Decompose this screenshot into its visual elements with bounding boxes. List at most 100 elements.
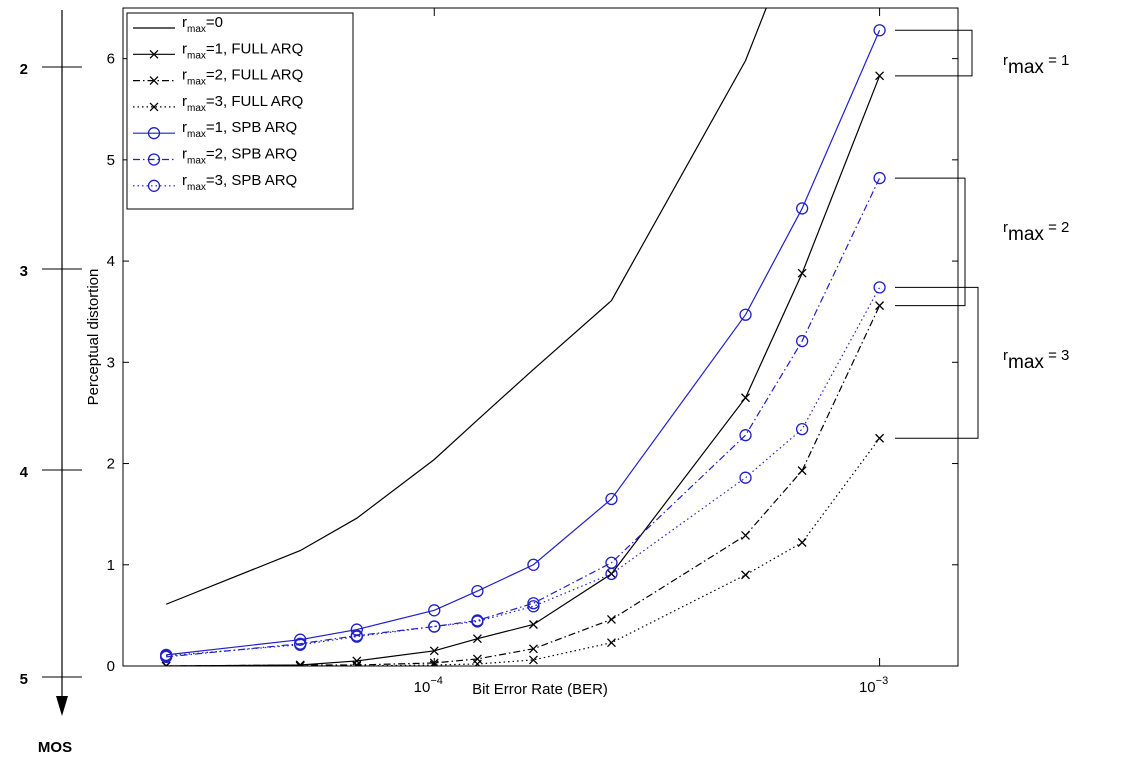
x-tick-label: 10−3 (859, 675, 888, 696)
legend-box (126, 12, 354, 210)
legend-label: rmax=3, FULL ARQ (182, 93, 303, 114)
legend-rest: =2, SPB ARQ (206, 146, 297, 163)
legend-sub: max (187, 103, 206, 114)
marker (875, 433, 885, 443)
y-tick-label: 1 (107, 557, 115, 574)
marker (873, 281, 886, 294)
legend-base: r (182, 14, 187, 31)
marker (352, 660, 362, 666)
legend-rest: =2, FULL ARQ (206, 67, 303, 84)
y-tick-label: 0 (107, 658, 115, 675)
marker (795, 422, 809, 436)
legend-sub: max (187, 182, 206, 193)
y-tick-label: 5 (107, 152, 115, 169)
x-tick-exp: −3 (876, 675, 889, 687)
legend-base: r (182, 119, 187, 136)
marker (741, 393, 750, 403)
marker (429, 646, 439, 656)
marker (295, 660, 305, 666)
legend-rest: =1, FULL ARQ (206, 40, 303, 57)
legend-base: r (182, 40, 187, 57)
legend-label: rmax=2, SPB ARQ (182, 146, 297, 167)
mos-tick-label: 2 (20, 61, 28, 78)
legend-label: rmax=1, FULL ARQ (182, 40, 303, 61)
legend-rest: =1, SPB ARQ (206, 119, 297, 136)
y-tick-label: 3 (107, 354, 115, 371)
legend-base: r (182, 146, 187, 163)
marker (472, 634, 482, 644)
legend-base: r (182, 67, 187, 84)
bracket (895, 29, 973, 77)
annotation: rmax = 3 (1003, 347, 1069, 373)
marker (875, 71, 885, 81)
marker (472, 659, 482, 666)
marker (527, 600, 540, 613)
marker (428, 620, 441, 633)
marker (161, 661, 171, 666)
x-tick-base: 10 (859, 679, 876, 696)
legend-label: rmax=0 (182, 14, 223, 35)
marker (795, 202, 809, 215)
marker (873, 24, 886, 37)
marker (875, 301, 885, 311)
plot-area (160, 8, 886, 666)
legend-label: rmax=3, SPB ARQ (182, 172, 297, 193)
legend-sub: max (187, 50, 206, 61)
legend-marker (147, 127, 161, 140)
marker (471, 615, 484, 628)
marker (739, 429, 752, 442)
annotation-base: r (1003, 52, 1008, 69)
marker (528, 620, 538, 629)
legend-base: r (182, 93, 187, 110)
marker (607, 638, 616, 648)
legend-label: rmax=1, SPB ARQ (182, 119, 297, 140)
legend-label: rmax=2, FULL ARQ (182, 67, 303, 88)
series-line (165, 8, 767, 605)
legend-marker (147, 153, 161, 166)
marker (605, 567, 618, 581)
mos-arrow (56, 696, 68, 716)
annotation: rmax = 2 (1003, 219, 1069, 245)
x-tick-exp: −4 (430, 675, 443, 687)
marker (741, 530, 750, 540)
legend-sub: max (187, 129, 206, 140)
legend-sub: max (187, 156, 206, 167)
marker (741, 570, 750, 580)
annotation-sub: max (1008, 57, 1044, 78)
annotation-base: r (1003, 347, 1008, 364)
annotation-sub: max (1008, 224, 1044, 245)
bracket (895, 177, 966, 307)
marker (428, 604, 441, 617)
annotation: rmax = 1 (1003, 52, 1069, 78)
plot-frame (122, 7, 959, 667)
marker (873, 171, 886, 185)
series-line (166, 75, 881, 666)
marker (739, 471, 752, 484)
mos-tick-label: 4 (20, 464, 29, 481)
marker (352, 661, 362, 666)
marker (294, 638, 307, 651)
marker (471, 584, 484, 598)
y-tick-label: 4 (107, 253, 115, 270)
series-line (166, 437, 881, 666)
x-tick-label: 10−4 (414, 675, 443, 696)
legend-marker (147, 179, 161, 192)
legend-rest: =3, FULL ARQ (206, 93, 303, 110)
marker (797, 538, 807, 547)
legend-base: r (182, 172, 187, 189)
series-line (166, 287, 881, 657)
marker (795, 334, 809, 348)
marker (295, 661, 305, 666)
marker (527, 597, 540, 610)
marker (739, 308, 752, 321)
y-axis-label: Perceptual distortion (85, 269, 102, 406)
legend-marker (149, 76, 159, 86)
annotation-sub: max (1008, 352, 1044, 373)
annotation-rest: = 3 (1044, 347, 1069, 364)
series-line (166, 177, 881, 658)
legend-sub: max (187, 77, 206, 88)
marker (294, 633, 307, 646)
marker (350, 630, 363, 643)
y-tick-label: 2 (107, 456, 115, 473)
